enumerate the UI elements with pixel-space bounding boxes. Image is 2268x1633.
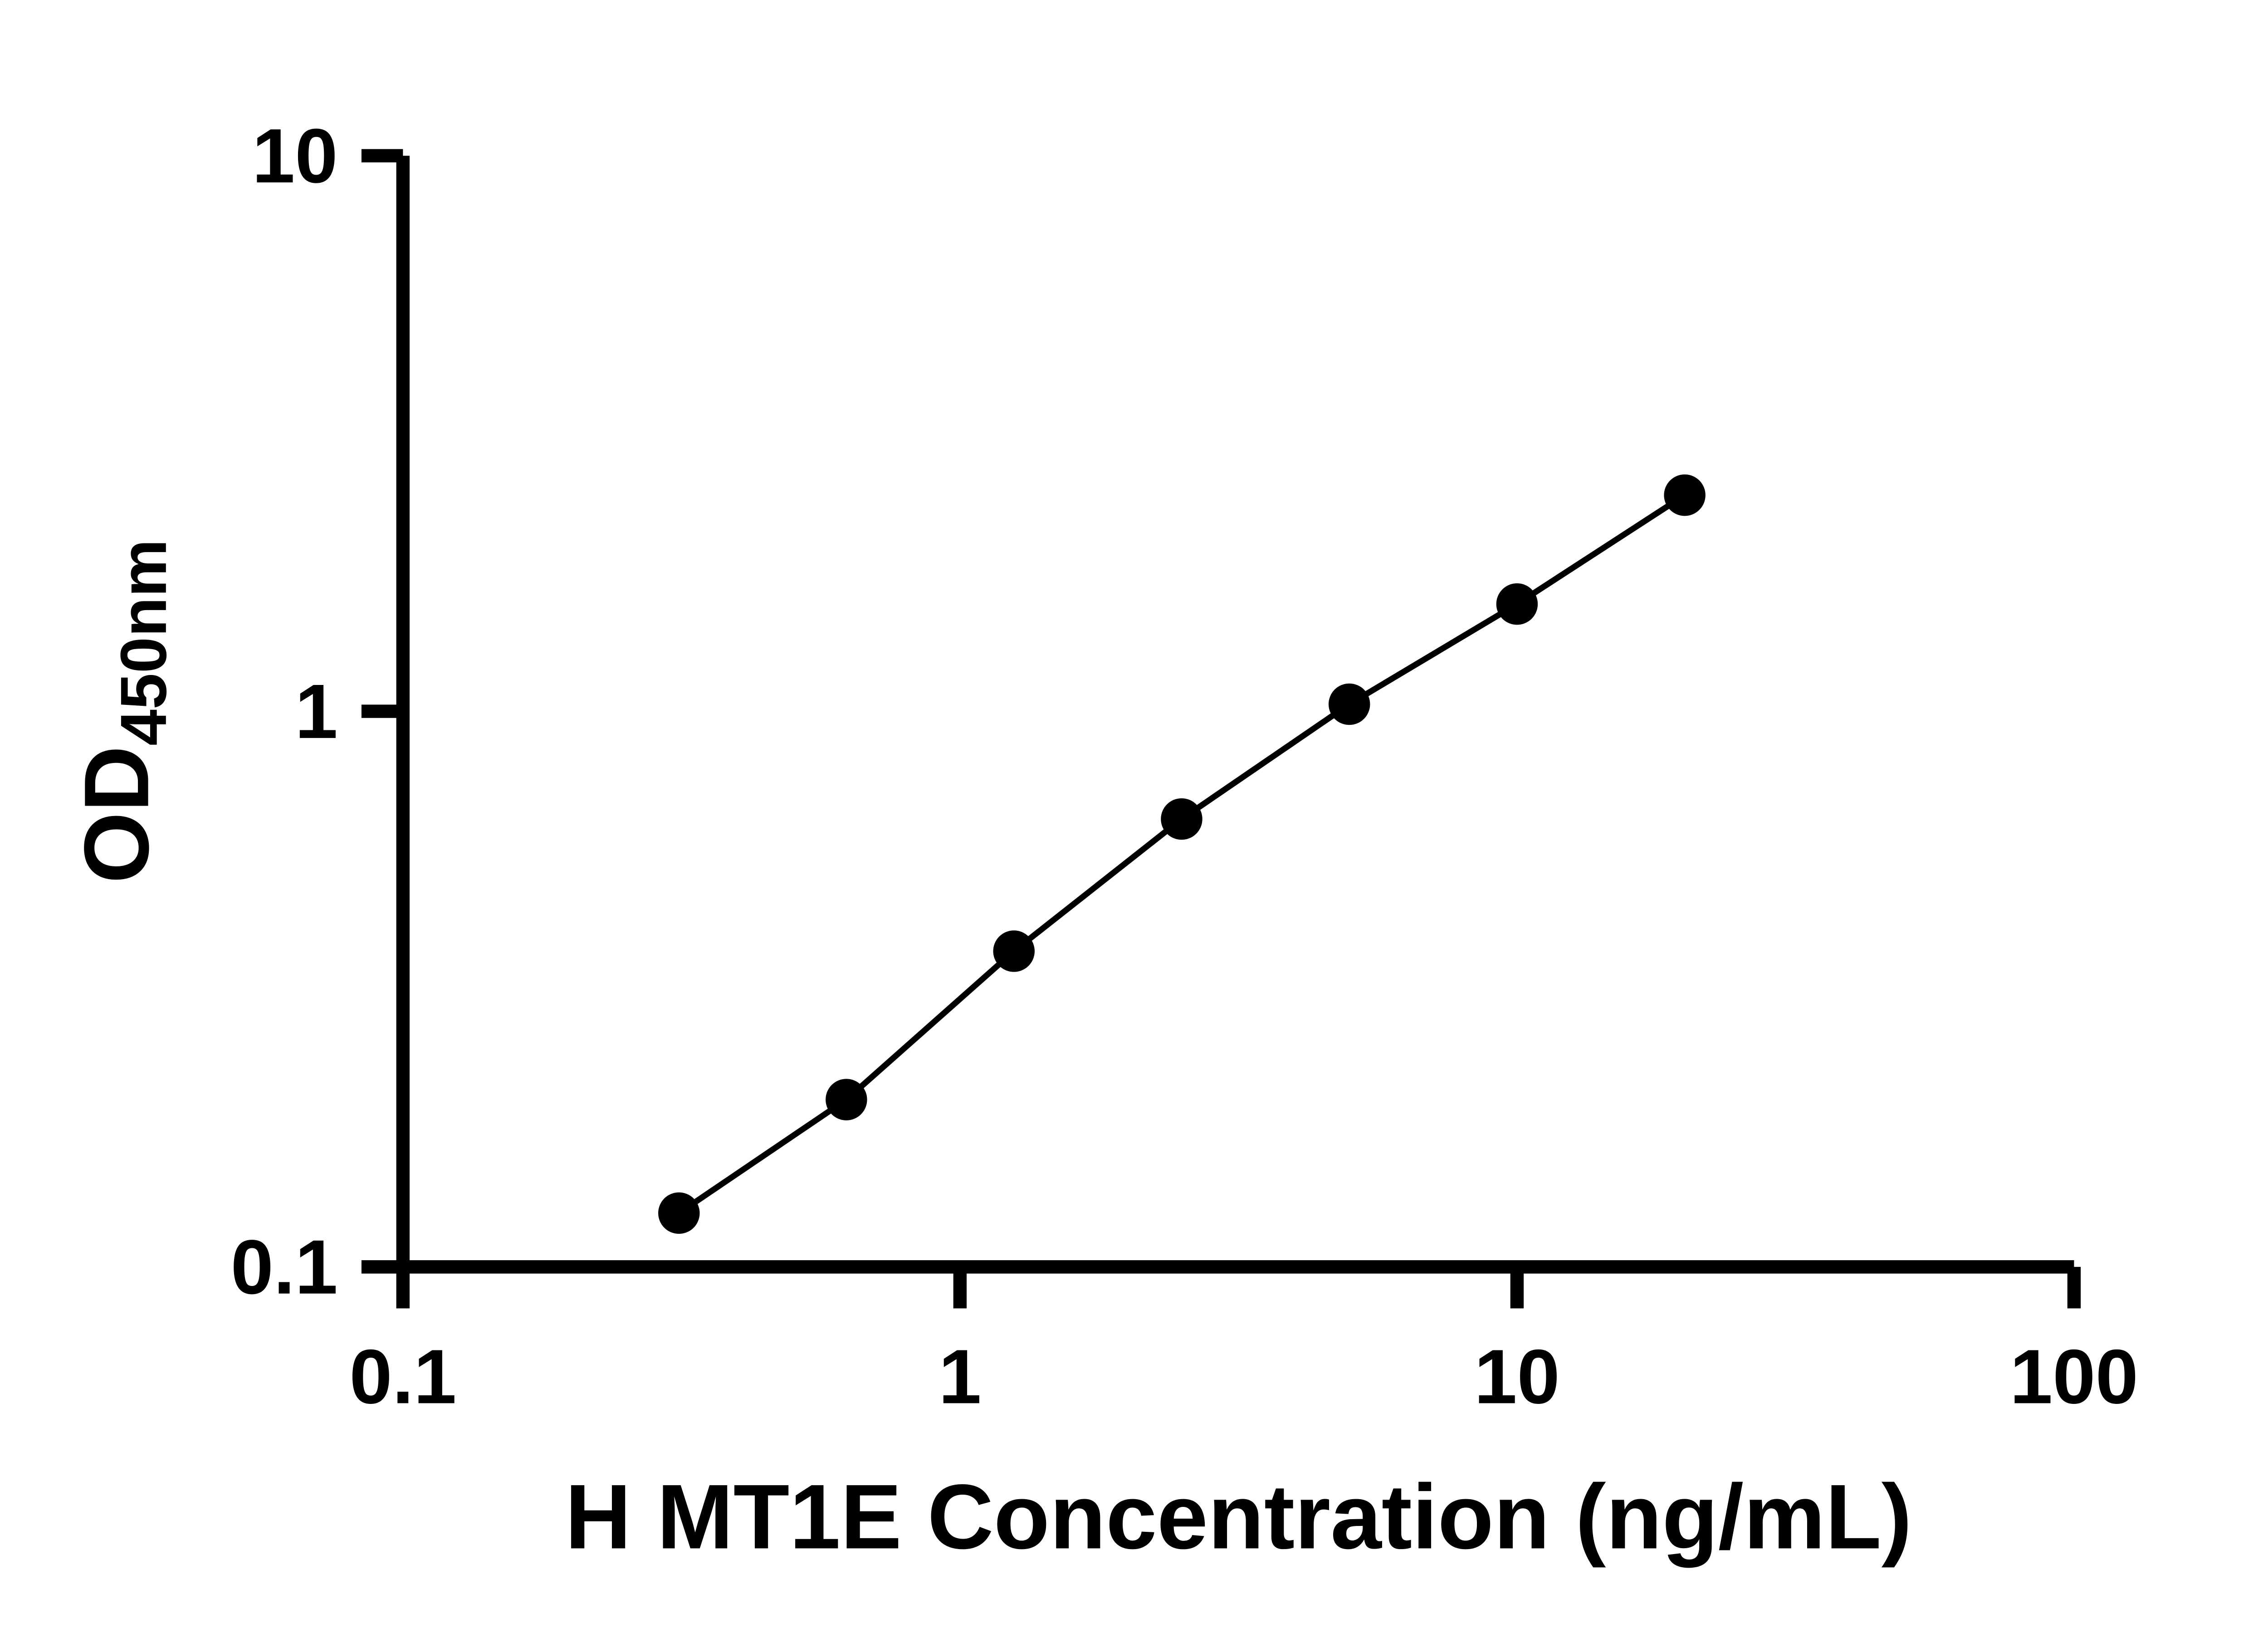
axes xyxy=(396,156,2074,1274)
x-tick-label: 10 xyxy=(1474,1333,1560,1419)
data-point xyxy=(658,1192,700,1234)
y-tick-label: 1 xyxy=(295,668,337,754)
x-axis-title: H MT1E Concentration (ng/mL) xyxy=(565,1465,1912,1568)
tick-marks xyxy=(361,149,2081,1309)
y-axis-title: OD450nm xyxy=(65,539,180,884)
x-tick-label: 0.1 xyxy=(349,1333,456,1419)
x-tick-label: 100 xyxy=(2010,1333,2138,1419)
data-point xyxy=(1328,683,1370,725)
data-series xyxy=(658,474,1706,1234)
data-point xyxy=(993,930,1035,972)
data-point xyxy=(1161,798,1202,840)
tick-labels: 0.1 1 10 100 0.1 1 10 xyxy=(231,112,2139,1419)
data-point xyxy=(826,1079,867,1120)
data-point xyxy=(1496,583,1538,625)
y-tick-label: 0.1 xyxy=(231,1224,338,1310)
y-tick-label: 10 xyxy=(252,112,338,199)
y-axis-title-main: OD xyxy=(65,746,168,884)
y-axis-title-subscript: 450nm xyxy=(108,539,180,746)
data-point xyxy=(1664,474,1706,516)
x-tick-label: 1 xyxy=(938,1333,981,1419)
